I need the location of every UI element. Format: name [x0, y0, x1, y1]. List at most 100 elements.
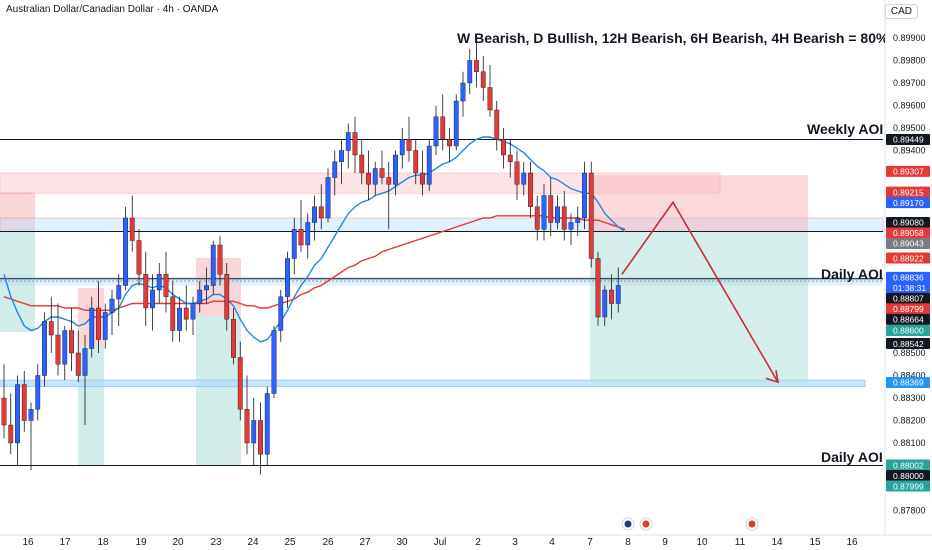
- left-red-zone: [0, 192, 35, 232]
- candle-body: [568, 222, 574, 230]
- candle-body: [291, 229, 297, 259]
- candle: [595, 251, 601, 326]
- candle: [582, 161, 587, 230]
- candle: [507, 139, 513, 178]
- bias-annotation: W Bearish, D Bullish, 12H Bearish, 6H Be…: [457, 30, 885, 46]
- candle: [116, 274, 122, 326]
- y-tick-label: 0.89900: [893, 33, 926, 43]
- price-tag: 0.89449: [886, 133, 930, 145]
- candle: [69, 308, 74, 371]
- x-tick-label: Jul: [434, 537, 447, 548]
- x-tick-label: 8: [625, 537, 631, 548]
- candle: [399, 128, 405, 169]
- candle-body: [528, 172, 533, 207]
- candle-body: [244, 409, 250, 444]
- price-tag: 0.88600: [886, 325, 930, 336]
- candle-body: [69, 330, 74, 354]
- candle: [359, 139, 365, 185]
- candle-body: [413, 150, 419, 174]
- candle-body: [359, 154, 365, 174]
- candle-body: [278, 296, 284, 331]
- demand-band: [0, 379, 866, 388]
- candle: [339, 139, 344, 185]
- price-tag-label: 0.89215: [893, 187, 924, 197]
- candle-body: [136, 240, 142, 275]
- candle-body: [156, 274, 162, 291]
- candle: [561, 191, 567, 241]
- candle-body: [170, 296, 176, 331]
- candle-body: [305, 222, 311, 246]
- x-tick-label: 18: [97, 537, 109, 548]
- price-tag-label: 01:38:31: [893, 283, 926, 293]
- price-tag: 0.89307: [886, 165, 930, 177]
- candle-body: [602, 289, 608, 318]
- candle-body: [163, 274, 169, 297]
- price-tag-label: 0.89058: [893, 228, 924, 238]
- candle: [386, 161, 392, 230]
- candle-body: [298, 229, 304, 246]
- price-tag: 0.88664: [886, 313, 930, 325]
- candle-body: [264, 393, 270, 455]
- currency-button[interactable]: CAD: [884, 4, 918, 19]
- price-tag-label: 0.88369: [893, 378, 924, 388]
- x-tick-label: 16: [22, 537, 34, 548]
- candle-body: [555, 206, 560, 223]
- price-tag: 0.87999: [886, 480, 930, 492]
- candle-body: [480, 71, 486, 88]
- candle-body: [332, 161, 338, 178]
- candle-body: [386, 177, 392, 185]
- candle: [568, 213, 574, 245]
- candle-body: [494, 109, 500, 140]
- candle-body: [609, 289, 614, 304]
- price-tag: 0.88799: [886, 303, 930, 315]
- candle: [467, 49, 473, 95]
- candle: [204, 267, 209, 304]
- price-tag: 0.88807: [886, 292, 930, 304]
- symbol-title: Australian Dollar/Canadian Dollar · 4h ·…: [6, 4, 219, 15]
- candle: [352, 116, 358, 173]
- mid-green-zone: [78, 346, 104, 466]
- price-tag-label: 0.87999: [893, 481, 924, 491]
- x-tick-label: 17: [59, 537, 71, 548]
- candle: [8, 393, 14, 455]
- candle-body: [28, 409, 34, 421]
- price-tag-label: 0.88807: [893, 294, 924, 304]
- candle: [237, 341, 243, 421]
- price-tag-bg: [886, 133, 930, 145]
- candle: [75, 330, 81, 383]
- candle-body: [339, 150, 344, 162]
- candle-body: [210, 244, 216, 286]
- candle-body: [325, 177, 331, 219]
- candles: [1, 42, 621, 475]
- candle-body: [285, 258, 290, 297]
- y-tick-label: 0.88400: [893, 371, 926, 381]
- candle: [433, 105, 439, 155]
- candle: [285, 251, 290, 308]
- price-tag-bg: [886, 338, 930, 350]
- candle-body: [514, 161, 520, 185]
- candle: [1, 364, 7, 439]
- price-tag: 0.89215: [886, 186, 930, 198]
- candle-body: [42, 321, 47, 376]
- candle-body: [116, 285, 122, 300]
- candle: [548, 177, 554, 236]
- price-tag: 0.88542: [886, 338, 930, 350]
- candle-body: [615, 285, 621, 304]
- candle: [501, 128, 506, 169]
- candle: [312, 195, 317, 241]
- candle: [494, 101, 500, 151]
- candle: [480, 56, 486, 101]
- candle-body: [251, 420, 257, 444]
- take-profit-zone: [590, 231, 808, 383]
- price-tag-label: 0.89449: [893, 135, 924, 145]
- candle-body: [366, 172, 371, 185]
- candle: [28, 402, 34, 470]
- candle: [487, 65, 493, 117]
- price-tag-label: 0.88000: [893, 471, 924, 481]
- candle-body: [150, 289, 155, 309]
- candle: [453, 94, 459, 151]
- candle: [528, 161, 533, 218]
- daily-aoi-label-upper: Daily AOI: [821, 266, 883, 282]
- candle-body: [48, 321, 54, 336]
